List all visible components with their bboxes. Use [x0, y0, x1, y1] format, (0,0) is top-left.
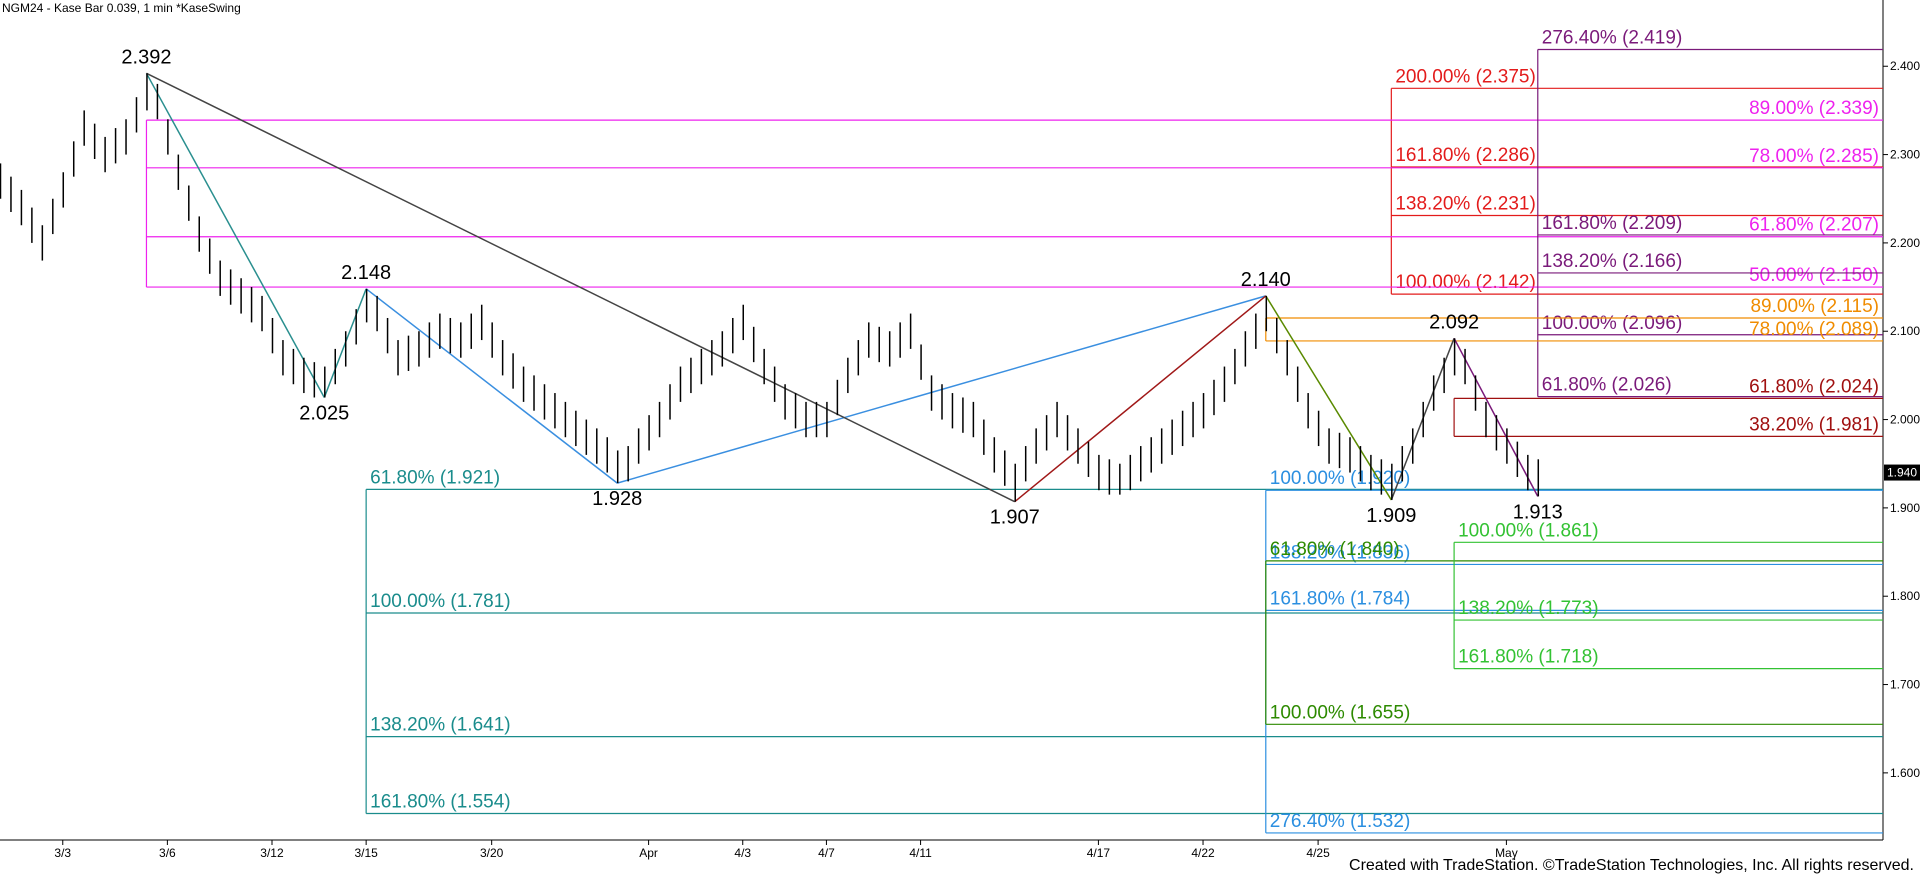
swing-line [1014, 295, 1267, 503]
y-tick-label: 1.600 [1890, 766, 1920, 780]
pivot-label: 2.025 [299, 402, 349, 424]
fib-label: 161.80% (2.286) [1395, 145, 1536, 166]
fib-label: 78.00% (2.089) [1749, 319, 1879, 340]
x-tick-label: 4/22 [1191, 846, 1215, 860]
x-tick-label: 4/3 [734, 846, 751, 860]
pivot-label: 2.148 [341, 262, 391, 284]
x-tick-label: 3/20 [480, 846, 504, 860]
fib-label: 50.00% (2.150) [1749, 265, 1879, 286]
fib-label: 161.80% (1.718) [1458, 647, 1599, 668]
fib-label: 38.20% (1.981) [1749, 414, 1879, 435]
fib-label: 100.00% (1.655) [1270, 702, 1411, 723]
pivot-label: 2.392 [121, 46, 171, 68]
pivot-label: 1.928 [592, 488, 642, 510]
fib-label: 200.00% (2.375) [1395, 66, 1536, 87]
y-tick-label: 2.300 [1890, 148, 1920, 162]
x-tick-label: 3/15 [354, 846, 378, 860]
x-tick-label: Apr [639, 846, 658, 860]
fib-label: 100.00% (2.142) [1395, 272, 1536, 293]
x-tick-label: 4/11 [909, 846, 932, 860]
x-tick-label: 4/25 [1306, 846, 1330, 860]
swing-line [365, 288, 618, 484]
swing-line [145, 72, 325, 398]
fib-label: 138.20% (2.166) [1542, 251, 1683, 272]
y-tick-label: 1.700 [1890, 678, 1920, 692]
fib-label: 276.40% (1.532) [1270, 811, 1411, 832]
fib-label: 89.00% (2.339) [1749, 98, 1879, 119]
fib-label: 61.80% (1.840) [1270, 539, 1400, 560]
fib-label: 138.20% (1.836) [1270, 542, 1411, 563]
y-tick-label: 2.400 [1890, 59, 1920, 73]
fib-label: 138.20% (2.231) [1395, 194, 1536, 215]
x-tick-label: 4/7 [818, 846, 835, 860]
fib-label: 78.00% (2.285) [1749, 146, 1879, 167]
fib-label: 100.00% (2.096) [1542, 313, 1683, 334]
fib-label: 61.80% (2.207) [1749, 215, 1879, 236]
fib-label: 161.80% (1.784) [1270, 588, 1411, 609]
y-tick-label: 2.200 [1890, 236, 1920, 250]
pivot-label: 2.140 [1241, 269, 1291, 291]
fib-label: 276.40% (2.419) [1542, 27, 1683, 48]
fib-label: 100.00% (1.781) [370, 591, 511, 612]
last-price-label: 1.940 [1887, 466, 1917, 480]
fib-label: 61.80% (1.921) [370, 467, 500, 488]
fib-label: 61.80% (2.024) [1749, 376, 1879, 397]
x-tick-label: 4/17 [1087, 846, 1111, 860]
chart-title: NGM24 - Kase Bar 0.039, 1 min *KaseSwing [2, 1, 241, 15]
pivot-label: 2.092 [1429, 311, 1479, 333]
x-tick-label: May [1495, 846, 1518, 860]
fib-label: 100.00% (1.920) [1270, 468, 1411, 489]
fib-label: 138.20% (1.773) [1458, 598, 1599, 619]
swing-line [146, 72, 1016, 503]
fib-label: 61.80% (2.026) [1542, 375, 1672, 396]
y-tick-label: 1.900 [1890, 501, 1920, 515]
fib-label: 138.20% (1.641) [370, 715, 511, 736]
pivot-label: 1.909 [1366, 505, 1416, 527]
y-tick-label: 2.100 [1890, 324, 1920, 338]
x-tick-label: 3/3 [54, 846, 71, 860]
last-price-box [1884, 464, 1920, 481]
x-tick-label: 3/12 [260, 846, 284, 860]
y-tick-label: 1.800 [1890, 589, 1920, 603]
fib-label: 161.80% (1.554) [370, 792, 511, 813]
pivot-label: 1.907 [990, 507, 1040, 529]
fib-label: 161.80% (2.209) [1542, 213, 1683, 234]
fib-label: 89.00% (2.115) [1750, 296, 1879, 317]
y-tick-label: 2.000 [1890, 413, 1920, 427]
x-tick-label: 3/6 [159, 846, 176, 860]
footer: Created with TradeStation. ©TradeStation… [1349, 857, 1914, 874]
fib-label: 100.00% (1.861) [1458, 520, 1599, 541]
pivot-label: 1.913 [1513, 501, 1563, 523]
